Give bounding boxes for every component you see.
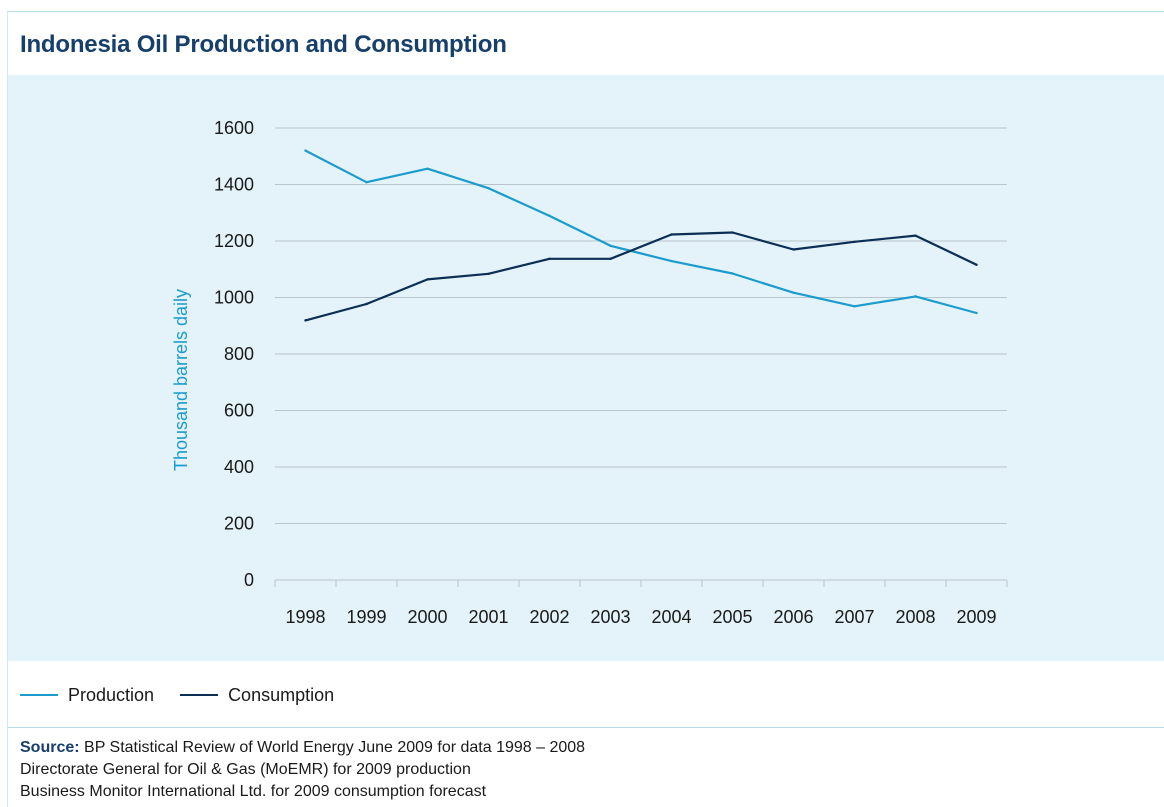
- data-point-consumption: [426, 278, 429, 281]
- data-point-consumption: [670, 233, 673, 236]
- data-point-production: [426, 167, 429, 170]
- x-tick-label: 2007: [834, 607, 874, 627]
- series-line-production: [304, 149, 978, 315]
- data-point-production: [731, 272, 734, 275]
- y-axis-label: Thousand barrels daily: [171, 289, 191, 471]
- series-line-consumption: [304, 231, 978, 322]
- legend-label-production: Production: [68, 684, 155, 705]
- legend-label-consumption: Consumption: [228, 684, 335, 705]
- source-note: Source: BP Statistical Review of World E…: [20, 737, 585, 803]
- legend-swatch-production: [20, 694, 58, 696]
- label-layer: 0 200 400 600 800 1000 1200 1400 1600 1998 1999 200…: [214, 118, 997, 627]
- data-point-production: [609, 244, 612, 248]
- legend: Production Consumption: [20, 683, 360, 707]
- x-tick-label: 2005: [712, 607, 752, 627]
- data-point-consumption: [365, 302, 368, 306]
- y-tick-label: 800: [224, 344, 254, 364]
- x-tick-label: 2000: [407, 607, 447, 627]
- data-point-consumption: [731, 231, 734, 234]
- y-tick-label: 200: [224, 514, 254, 534]
- legend-item-consumption: Consumption: [180, 685, 334, 706]
- data-point-consumption: [548, 257, 551, 260]
- data-point-production: [975, 311, 978, 315]
- frame-top-rule: [7, 11, 1164, 12]
- x-tick-label: 2009: [956, 607, 996, 627]
- data-point-production: [487, 186, 490, 190]
- data-point-consumption: [609, 257, 612, 260]
- plot-panel: [8, 75, 1164, 661]
- frame-left-rule: [7, 11, 8, 807]
- source-line-2: Directorate General for Oil & Gas (MoEMR…: [20, 761, 471, 778]
- y-tick-label: 600: [224, 401, 254, 421]
- data-point-production: [670, 259, 673, 263]
- data-point-production: [365, 181, 368, 184]
- source-line-1: Source: BP Statistical Review of World E…: [20, 737, 585, 759]
- source-label: Source:: [20, 739, 80, 756]
- grid-layer: [275, 127, 1007, 524]
- axis-layer: [274, 579, 1008, 587]
- legend-swatch-consumption: [180, 694, 219, 696]
- x-tick-label: 2001: [468, 607, 508, 627]
- x-tick-label: 2006: [773, 607, 813, 627]
- source-divider: [8, 727, 1164, 728]
- y-tick-label: 1200: [214, 231, 254, 251]
- y-tick-label: 0: [244, 570, 254, 590]
- data-point-production: [853, 305, 856, 308]
- data-point-production: [304, 149, 307, 152]
- source-text-1: BP Statistical Review of World Energy Ju…: [79, 739, 586, 756]
- x-tick-label: 2002: [529, 607, 569, 627]
- data-point-consumption: [914, 234, 917, 237]
- data-point-consumption: [853, 240, 856, 244]
- chart-title: Indonesia Oil Production and Consumption: [20, 31, 507, 58]
- source-line-3: Business Monitor International Ltd. for …: [20, 783, 487, 800]
- data-point-consumption: [792, 248, 795, 251]
- x-tick-label: 2004: [651, 607, 691, 627]
- y-tick-label: 1000: [214, 288, 254, 308]
- x-tick-label: 1999: [346, 607, 386, 627]
- y-tick-label: 1400: [214, 175, 254, 195]
- data-point-production: [792, 291, 795, 294]
- x-tick-label: 2003: [590, 607, 630, 627]
- data-point-consumption: [487, 272, 490, 275]
- data-point-consumption: [304, 319, 307, 322]
- legend-item-production: Production: [20, 685, 154, 706]
- data-point-production: [914, 295, 917, 298]
- y-tick-label: 400: [224, 457, 254, 477]
- x-tick-label: 2008: [895, 607, 935, 627]
- series-layer: [304, 149, 978, 322]
- data-point-production: [548, 214, 551, 218]
- y-tick-label: 1600: [214, 118, 254, 138]
- x-tick-label: 1998: [285, 607, 325, 627]
- data-point-consumption: [975, 263, 978, 266]
